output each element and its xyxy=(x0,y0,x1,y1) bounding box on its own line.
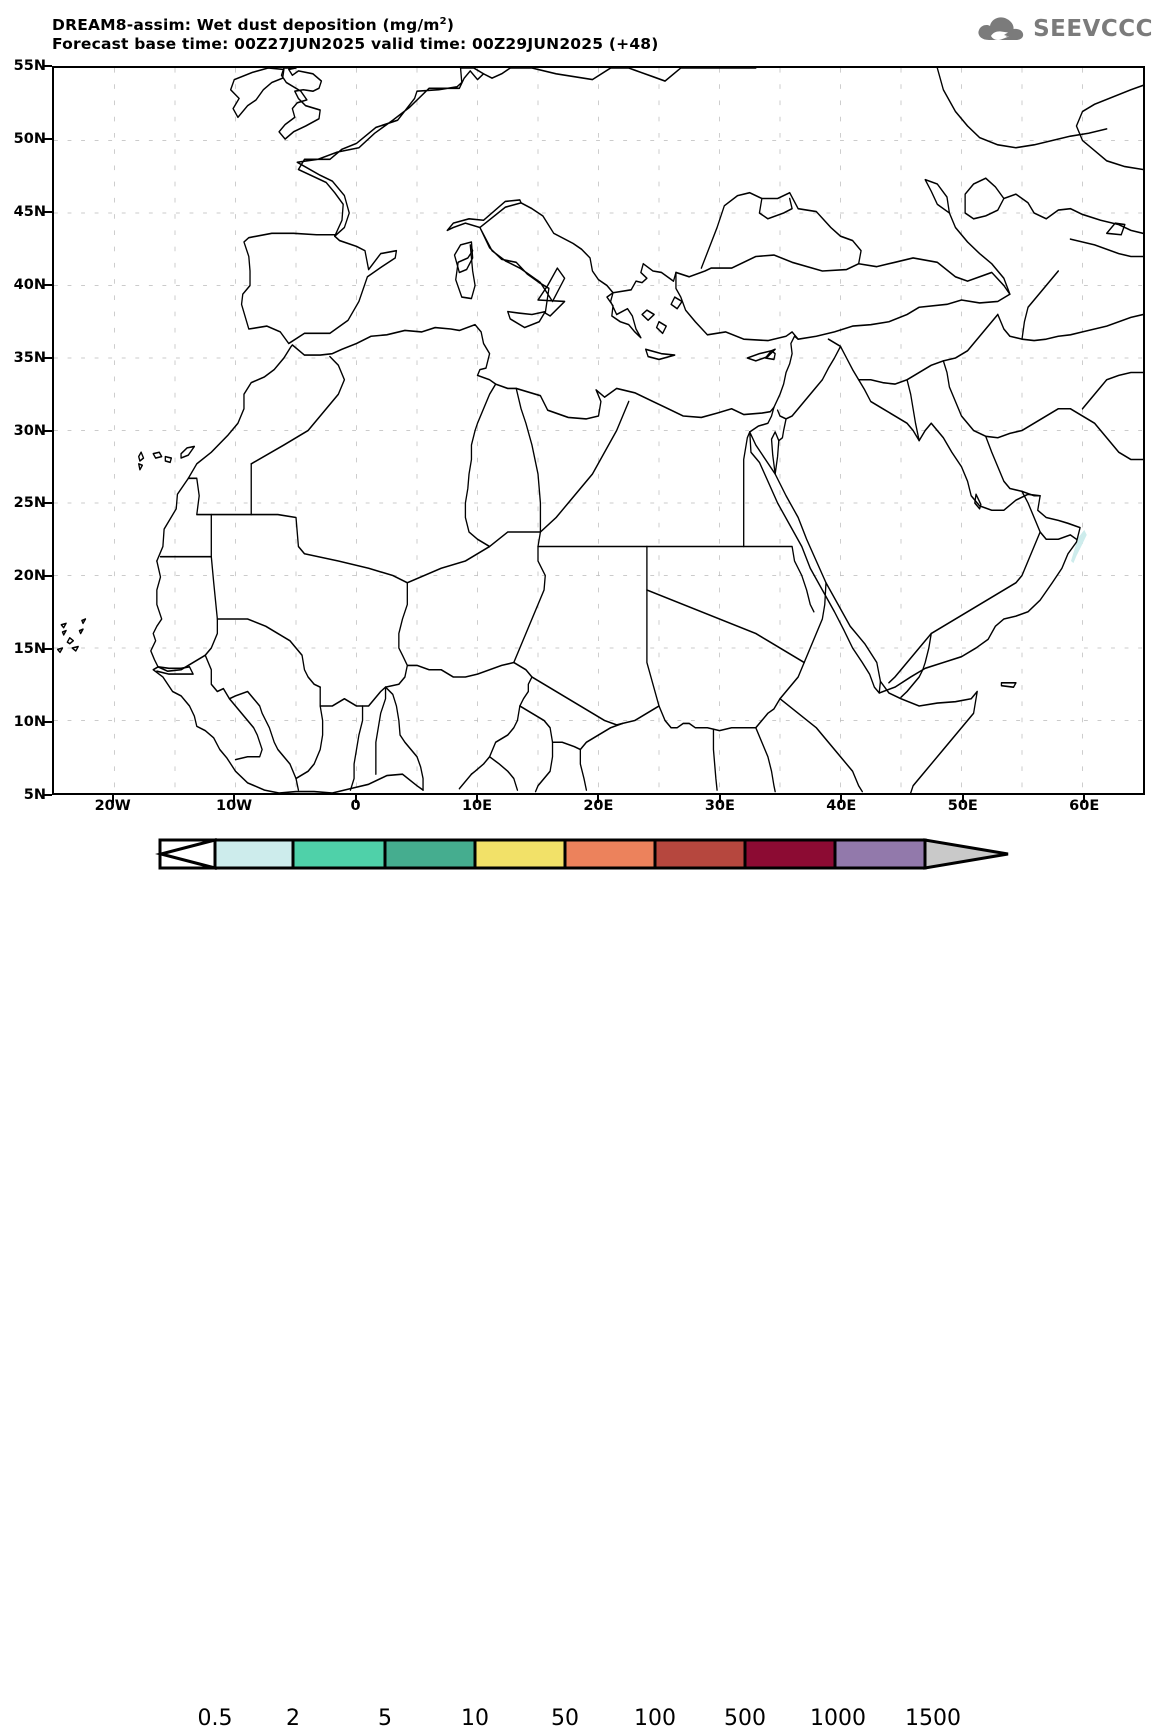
colorbar-label-500: 500 xyxy=(724,1706,766,1731)
ytick-mark-5N xyxy=(44,794,52,796)
ytick-mark-25N xyxy=(44,502,52,505)
colorbar-label-10: 10 xyxy=(461,1706,489,1731)
xtick-label-20E: 20E xyxy=(583,798,614,814)
ytick-label-15N: 15N xyxy=(13,641,46,658)
dust-deposition-field xyxy=(1071,529,1087,564)
map-canvas xyxy=(54,68,1143,793)
xtick-label-10E: 10E xyxy=(461,798,493,814)
xtick-mark-40E xyxy=(840,795,843,803)
colorbar-label-50: 50 xyxy=(551,1706,579,1731)
xtick-label-30E: 30E xyxy=(704,798,735,814)
ytick-label-50N: 50N xyxy=(13,130,46,147)
colorbar: 0.5 2 5 10 50 100 500 1000 1500 xyxy=(0,838,1165,1731)
colorbar-label-1500: 1500 xyxy=(905,1706,961,1731)
map-gridlines xyxy=(54,68,1143,793)
forecast-map-page: DREAM8-assim: Wet dust deposition (mg/m2… xyxy=(0,12,1165,1731)
seevccc-logo: SEEVCCC xyxy=(975,14,1153,44)
title-line-1: DREAM8-assim: Wet dust deposition (mg/m2… xyxy=(52,12,659,35)
ytick-mark-10N xyxy=(44,721,52,724)
ytick-label-30N: 30N xyxy=(13,422,46,439)
colorbar-label-5: 5 xyxy=(378,1706,392,1731)
xtick-label-10W: 10W xyxy=(216,798,253,814)
xtick-mark-50E xyxy=(961,795,964,803)
colorbar-segment-6 xyxy=(743,838,837,870)
xtick-mark-0 xyxy=(354,795,357,803)
map-coastlines-and-borders xyxy=(56,68,1143,793)
colorbar-svg xyxy=(155,838,1009,870)
xtick-label-40E: 40E xyxy=(826,798,857,814)
colorbar-label-100: 100 xyxy=(634,1706,676,1731)
xtick-label-60E: 60E xyxy=(1069,798,1100,814)
ytick-label-55N: 55N xyxy=(13,58,46,74)
units-exponent: 2 xyxy=(439,16,447,27)
xtick-mark-20E xyxy=(597,795,600,803)
ytick-label-5N: 5N xyxy=(23,787,46,803)
ytick-mark-55N xyxy=(44,65,52,67)
ytick-mark-30N xyxy=(44,429,52,432)
ytick-label-10N: 10N xyxy=(13,714,46,731)
title-line-2: Forecast base time: 00Z27JUN2025 valid t… xyxy=(52,35,659,54)
ytick-mark-50N xyxy=(44,137,52,140)
colorbar-label-1000: 1000 xyxy=(810,1706,866,1731)
ytick-label-45N: 45N xyxy=(13,203,46,220)
title-paren-close: ) xyxy=(446,16,455,35)
xtick-mark-30E xyxy=(718,795,721,803)
colorbar-label-2: 2 xyxy=(286,1706,300,1731)
colorbar-segment-7 xyxy=(833,838,927,870)
xtick-mark-20W xyxy=(111,795,114,803)
xtick-mark-60E xyxy=(1083,795,1086,803)
xtick-label-50E: 50E xyxy=(947,798,978,814)
colorbar-segment-0 xyxy=(213,838,295,870)
cloud-icon xyxy=(978,17,1024,40)
plume-oman-coast xyxy=(1071,529,1087,564)
ytick-mark-45N xyxy=(44,210,52,213)
title-field-text: DREAM8-assim: Wet dust deposition (mg/m xyxy=(52,16,440,35)
xtick-label-0: 0 xyxy=(350,798,361,814)
ytick-label-35N: 35N xyxy=(13,349,46,366)
ytick-mark-35N xyxy=(44,356,52,359)
ytick-mark-40N xyxy=(44,283,52,286)
ytick-mark-15N xyxy=(44,648,52,651)
colorbar-segment-2 xyxy=(383,838,477,870)
chart-title-block: DREAM8-assim: Wet dust deposition (mg/m2… xyxy=(52,12,659,54)
colorbar-segment-3 xyxy=(473,838,567,870)
colorbar-segment-5 xyxy=(653,838,747,870)
xtick-label-20W: 20W xyxy=(94,798,131,814)
logo-text: SEEVCCC xyxy=(1033,16,1153,42)
xtick-mark-10E xyxy=(476,795,478,803)
colorbar-overflow-arrow xyxy=(923,838,1009,870)
colorbar-segment-4 xyxy=(563,838,657,870)
ytick-label-20N: 20N xyxy=(13,568,46,585)
colorbar-segment-1 xyxy=(291,838,387,870)
ytick-mark-20N xyxy=(44,575,52,578)
xtick-mark-10W xyxy=(233,795,236,803)
ytick-label-40N: 40N xyxy=(13,276,46,293)
colorbar-label-0.5: 0.5 xyxy=(197,1706,233,1731)
map-plot-area[interactable] xyxy=(52,66,1145,795)
ytick-label-25N: 25N xyxy=(13,495,46,512)
